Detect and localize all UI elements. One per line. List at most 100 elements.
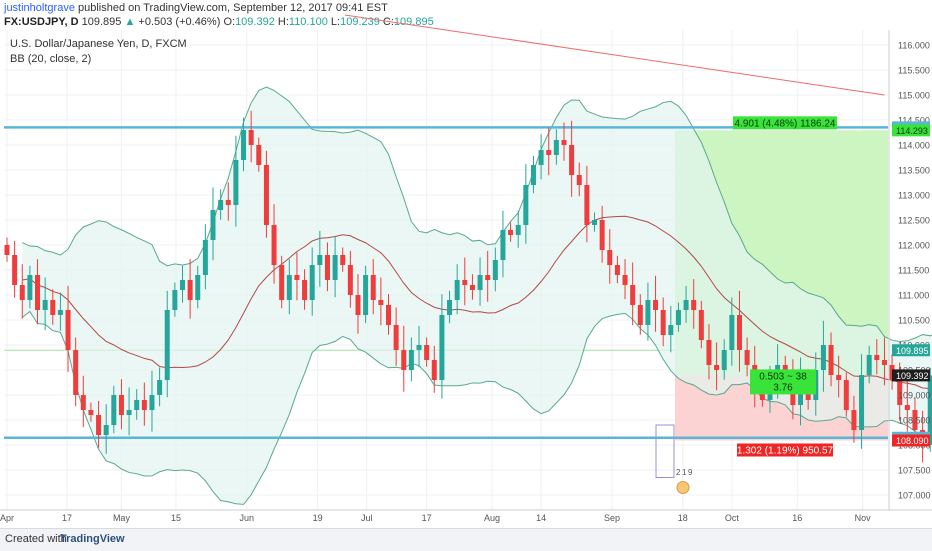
candle-up (58, 310, 63, 315)
candle-up (676, 310, 681, 325)
candle-down (119, 395, 124, 415)
candle-down (142, 400, 147, 410)
time-tick-label: 18 (678, 513, 688, 523)
candle-down (66, 310, 71, 350)
candle-up (417, 345, 422, 350)
price-tick-label: 115.500 (898, 66, 930, 76)
time-tick-label: 19 (313, 513, 323, 523)
candle-up (867, 355, 872, 375)
event-label: 2 (676, 468, 681, 477)
price-tick-label: 113.500 (898, 166, 930, 176)
price-tick-label: 110.500 (898, 316, 930, 326)
candle-down (638, 305, 643, 325)
candle-up (722, 350, 727, 370)
candle-down (699, 310, 704, 340)
candle-down (5, 245, 10, 255)
candle-up (363, 275, 368, 315)
candle-down (462, 280, 467, 285)
candle-down (386, 305, 391, 325)
time-tick-label: Nov (855, 513, 872, 523)
value-tag: 109.895 (896, 346, 929, 356)
candle-down (355, 295, 360, 315)
candle-down (745, 350, 750, 365)
candle-down (256, 145, 261, 165)
candle-down (691, 300, 696, 310)
candle-up (43, 300, 48, 310)
candle-up (439, 315, 444, 380)
candle-up (211, 210, 216, 240)
price-tick-label: 112.000 (898, 241, 930, 251)
candle-down (714, 365, 719, 370)
candle-down (874, 355, 879, 360)
candle-up (592, 220, 597, 225)
candle-down (50, 300, 55, 315)
candle-up (409, 350, 414, 370)
price-chart[interactable]: 4.901 (4.48%) 1186.240.503 ~ 383.761.302… (0, 0, 932, 528)
time-tick-label: 17 (62, 513, 72, 523)
candle-down (20, 285, 25, 300)
candle-up (233, 160, 238, 205)
candle-up (523, 185, 528, 225)
tradingview-logo[interactable]: TradingView (60, 533, 125, 545)
time-tick-label: 16 (792, 513, 802, 523)
time-tick-label: 17 (422, 513, 432, 523)
candle-down (630, 285, 635, 305)
candle-down (279, 265, 284, 300)
candle-down (584, 185, 589, 225)
candle-down (829, 345, 834, 375)
candle-down (836, 375, 841, 380)
candle-up (554, 140, 559, 155)
indicator-legend[interactable]: BB (20, close, 2) (10, 53, 91, 65)
candle-up (478, 275, 483, 290)
candle-up (310, 265, 315, 300)
candle-down (96, 415, 101, 435)
candle-up (180, 280, 185, 290)
candle-down (249, 130, 254, 145)
candle-down (348, 265, 353, 295)
candle-down (340, 255, 345, 265)
candle-down (737, 315, 742, 350)
candle-down (615, 265, 620, 275)
candle-up (287, 275, 292, 300)
candle-up (859, 375, 864, 430)
candle-up (821, 345, 826, 370)
time-tick-label: Sep (604, 513, 620, 523)
candle-down (485, 275, 490, 280)
candle-down (600, 220, 605, 250)
candle-up (165, 310, 170, 380)
candle-up (684, 300, 689, 310)
price-tick-label: 109.000 (898, 391, 931, 401)
candle-up (447, 300, 452, 315)
candle-down (577, 175, 582, 185)
candle-up (500, 230, 505, 260)
price-tick-label: 111.500 (898, 266, 929, 276)
candle-up (27, 275, 32, 300)
price-tick-label: 114.000 (898, 141, 930, 151)
candle-down (35, 275, 40, 310)
time-tick-label: Jun (240, 513, 255, 523)
instrument-legend[interactable]: U.S. Dollar/Japanese Yen, D, FXCM (10, 38, 187, 50)
price-tick-label: 111.000 (898, 291, 929, 301)
candle-up (645, 300, 650, 325)
candle-up (539, 150, 544, 165)
candle-down (432, 360, 437, 380)
price-tick-label: 108.500 (898, 416, 931, 426)
ratio-label: 0.503 ~ 38 (759, 371, 807, 382)
event-label: 1 (682, 468, 687, 477)
event-icon (677, 482, 689, 494)
candle-up (172, 290, 177, 310)
candle-down (188, 280, 193, 300)
candle-up (531, 165, 536, 185)
footer-bar: Created with TradingView (0, 528, 932, 551)
price-tick-label: 107.000 (898, 491, 931, 501)
candle-down (607, 250, 612, 265)
candle-up (317, 255, 322, 265)
candle-down (653, 300, 658, 310)
candle-up (668, 325, 673, 335)
candle-up (203, 240, 208, 275)
candle-down (706, 340, 711, 365)
candle-down (905, 405, 910, 410)
candle-down (378, 300, 383, 305)
value-tag: 109.392 (896, 371, 929, 381)
time-tick-label: Oct (725, 513, 740, 523)
